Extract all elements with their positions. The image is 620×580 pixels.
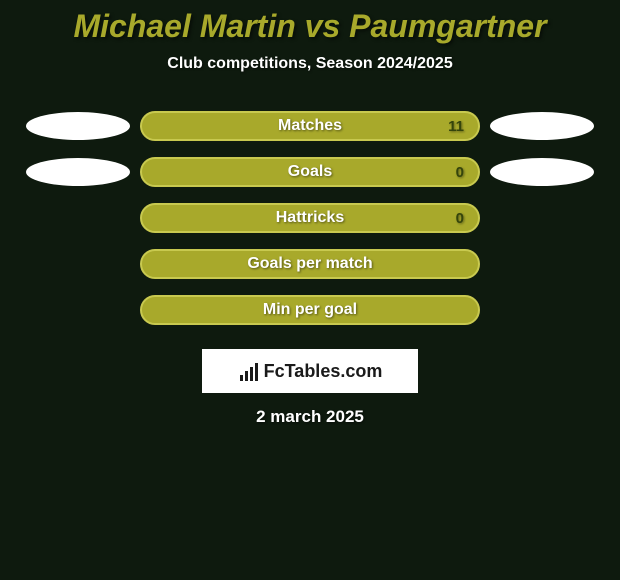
right-spacer	[490, 296, 594, 324]
right-ellipse	[490, 112, 594, 140]
left-spacer	[26, 296, 130, 324]
stat-bar: Min per goal	[140, 295, 480, 325]
stat-bar: Matches 11	[140, 111, 480, 141]
stat-rows: Matches 11 Goals 0 Hattricks 0 Goals per match…	[0, 103, 620, 333]
bar-chart-icon	[238, 361, 260, 381]
fctables-logo: FcTables.com	[202, 349, 418, 393]
stat-row: Goals per match	[0, 241, 620, 287]
stat-row: Min per goal	[0, 287, 620, 333]
right-spacer	[490, 250, 594, 278]
stat-label: Hattricks	[276, 209, 344, 227]
stat-row: Matches 11	[0, 103, 620, 149]
stat-bar: Goals 0	[140, 157, 480, 187]
left-ellipse	[26, 112, 130, 140]
stat-value: 0	[456, 164, 464, 181]
subtitle: Club competitions, Season 2024/2025	[0, 55, 620, 73]
right-ellipse	[490, 158, 594, 186]
stat-value: 11	[448, 118, 464, 135]
stat-label: Matches	[278, 117, 342, 135]
left-spacer	[26, 204, 130, 232]
stat-label: Goals	[288, 163, 332, 181]
stat-row: Goals 0	[0, 149, 620, 195]
right-spacer	[490, 204, 594, 232]
stat-label: Min per goal	[263, 301, 357, 319]
stat-row: Hattricks 0	[0, 195, 620, 241]
page-title: Michael Martin vs Paumgartner	[0, 0, 620, 45]
stat-value: 0	[456, 210, 464, 227]
stat-bar: Goals per match	[140, 249, 480, 279]
logo-text: FcTables.com	[264, 361, 383, 382]
date-label: 2 march 2025	[0, 407, 620, 427]
left-spacer	[26, 250, 130, 278]
stat-bar: Hattricks 0	[140, 203, 480, 233]
left-ellipse	[26, 158, 130, 186]
stat-label: Goals per match	[247, 255, 372, 273]
